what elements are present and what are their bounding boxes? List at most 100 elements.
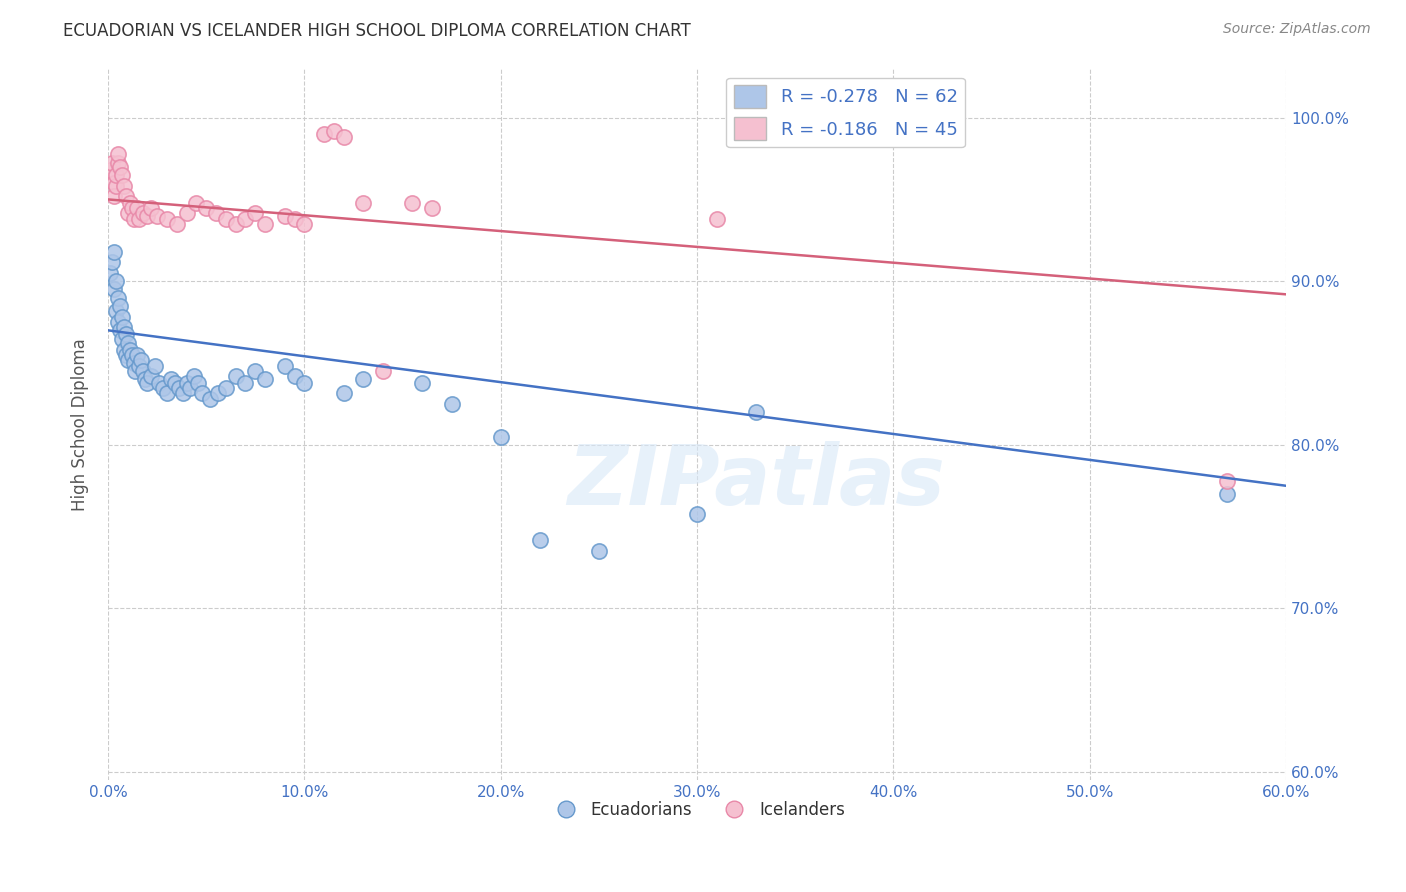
Point	[332, 385, 354, 400]
Point	[283, 212, 305, 227]
Point	[114, 348, 136, 362]
Point	[401, 195, 423, 210]
Point	[352, 195, 374, 210]
Point	[163, 376, 186, 390]
Point	[112, 343, 135, 357]
Point	[107, 315, 129, 329]
Text: ECUADORIAN VS ICELANDER HIGH SCHOOL DIPLOMA CORRELATION CHART: ECUADORIAN VS ICELANDER HIGH SCHOOL DIPL…	[63, 22, 690, 40]
Point	[124, 364, 146, 378]
Point	[156, 385, 179, 400]
Point	[352, 372, 374, 386]
Point	[112, 320, 135, 334]
Point	[198, 392, 221, 406]
Point	[136, 376, 159, 390]
Point	[706, 212, 728, 227]
Point	[283, 369, 305, 384]
Point	[166, 217, 188, 231]
Point	[122, 212, 145, 227]
Point	[245, 364, 267, 378]
Text: Source: ZipAtlas.com: Source: ZipAtlas.com	[1223, 22, 1371, 37]
Point	[440, 397, 463, 411]
Point	[186, 195, 208, 210]
Point	[107, 291, 129, 305]
Point	[156, 212, 179, 227]
Point	[245, 205, 267, 219]
Point	[322, 124, 344, 138]
Point	[254, 372, 277, 386]
Y-axis label: High School Diploma: High School Diploma	[72, 338, 89, 511]
Point	[141, 201, 163, 215]
Point	[131, 352, 153, 367]
Point	[207, 385, 229, 400]
Point	[128, 359, 150, 374]
Point	[107, 146, 129, 161]
Point	[136, 209, 159, 223]
Point	[104, 303, 127, 318]
Point	[371, 364, 394, 378]
Legend: Ecuadorians, Icelanders: Ecuadorians, Icelanders	[543, 794, 852, 825]
Point	[195, 201, 218, 215]
Point	[141, 369, 163, 384]
Point	[101, 254, 124, 268]
Point	[108, 299, 131, 313]
Point	[104, 168, 127, 182]
Point	[273, 359, 295, 374]
Point	[114, 189, 136, 203]
Point	[103, 176, 125, 190]
Point	[132, 364, 155, 378]
Point	[745, 405, 768, 419]
Point	[187, 376, 209, 390]
Point	[332, 130, 354, 145]
Point	[411, 376, 433, 390]
Point	[1216, 487, 1239, 501]
Point	[312, 127, 335, 141]
Point	[114, 326, 136, 341]
Point	[176, 205, 198, 219]
Point	[1216, 474, 1239, 488]
Point	[146, 209, 169, 223]
Point	[122, 356, 145, 370]
Point	[225, 369, 247, 384]
Point	[205, 205, 228, 219]
Point	[489, 430, 512, 444]
Point	[127, 201, 149, 215]
Point	[159, 372, 181, 386]
Point	[107, 156, 129, 170]
Point	[111, 310, 134, 325]
Point	[176, 376, 198, 390]
Point	[121, 348, 143, 362]
Point	[152, 381, 174, 395]
Point	[104, 179, 127, 194]
Point	[215, 212, 238, 227]
Point	[108, 160, 131, 174]
Point	[143, 359, 166, 374]
Point	[103, 282, 125, 296]
Point	[148, 376, 170, 390]
Point	[103, 189, 125, 203]
Point	[273, 209, 295, 223]
Point	[235, 212, 257, 227]
Point	[132, 205, 155, 219]
Point	[98, 266, 121, 280]
Point	[121, 201, 143, 215]
Point	[117, 336, 139, 351]
Point	[588, 544, 610, 558]
Point	[292, 217, 315, 231]
Point	[111, 168, 134, 182]
Point	[254, 217, 277, 231]
Point	[117, 205, 139, 219]
Point	[191, 385, 214, 400]
Point	[167, 381, 190, 395]
Point	[420, 201, 443, 215]
Point	[686, 507, 709, 521]
Point	[112, 179, 135, 194]
Point	[103, 244, 125, 259]
Point	[118, 195, 141, 210]
Point	[117, 352, 139, 367]
Point	[235, 376, 257, 390]
Point	[179, 381, 201, 395]
Point	[215, 381, 238, 395]
Point	[104, 274, 127, 288]
Point	[292, 376, 315, 390]
Point	[128, 212, 150, 227]
